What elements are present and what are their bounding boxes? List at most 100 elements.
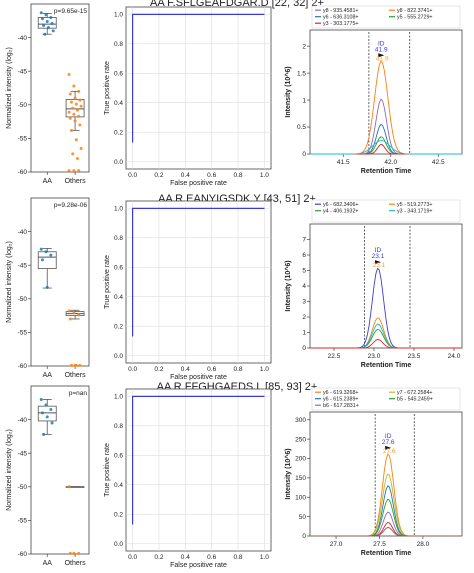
roc-ytick-label: 0.6 [114,452,123,459]
xic-xtick-label: 22.5 [328,353,341,360]
roc-ytick-label: 0.0 [114,353,123,360]
box-data-point [72,112,76,116]
roc-xtick-label: 0.6 [207,554,216,561]
boxplot-ytick-label: -45 [18,68,28,75]
boxplot-xtick-label: AA [43,372,53,379]
box-data-point [73,119,77,123]
box-data-point [78,98,82,102]
boxplot-ylabel: Normalized intensity (log₂) [6,429,13,511]
roc-chart-2: 0.0 0.0 0.2 0.2 0.4 0.4 0.6 0.6 0.8 0.8 1.0 1.0 Fals… [104,200,272,381]
box-data-point [77,169,81,173]
xic-ytick-label: 0 [302,345,306,352]
roc-ytick-label: 0.2 [114,323,123,330]
roc-xtick-label: 1.0 [260,366,269,373]
roc-frame [125,388,272,552]
roc-xtick-label: 0.8 [234,554,243,561]
panel-row-3: -60 -55 -50 -45 -40 AA Others p=nan Normalized i… [6,385,463,569]
xic-ylabel: Intensity (10^6) [284,448,292,499]
box-data-point [77,313,81,317]
roc-xtick-label: 0.2 [154,366,163,373]
box-data-point [78,123,82,127]
roc-frame [125,200,272,364]
xic-ytick-label: 1 [302,330,306,337]
boxplot-ytick-label: -50 [18,102,28,109]
box-data-point [51,29,55,33]
roc-xtick-label: 1.0 [260,554,269,561]
roc-ytick-label: 1.0 [114,206,123,213]
box-data-point [67,169,71,173]
xic-frame [309,411,463,537]
xic-ytick-label: 100 [295,494,306,501]
roc-xlabel: False positive rate [170,562,227,569]
box-data-point [50,421,54,425]
xic-ytick-label: 2 [302,314,306,321]
box-data-point [79,104,83,108]
roc-xtick-label: 0.6 [207,172,216,179]
xic-xlabel: Retention Time [361,168,412,175]
box-data-point [42,432,46,436]
boxplot-1: -60 -55 -50 -45 -40 AA Others p=9.65e-15 Normali… [6,3,90,185]
box-data-point [67,110,71,114]
box-data-point [69,100,73,104]
roc-xtick-label: 0.4 [181,366,190,373]
xic-legend-entry: y4 - 406.1932+ [323,209,359,215]
box-data-point [72,311,76,315]
roc-xtick-label: 0.4 [181,172,190,179]
roc-xtick-label: 0.0 [128,172,137,179]
xic-xtick-label: 42.5 [432,159,445,166]
xic-xtick-label: 42.0 [384,159,397,166]
boxplot-xtick-label: Others [65,178,87,185]
xic-ytick-label: 300 [295,417,306,424]
xic-xlabel: Retention Time [361,550,412,557]
roc-ytick-label: 1.0 [114,12,123,19]
box-data-point [39,11,43,15]
boxplot-ytick-label: -55 [18,518,28,525]
roc-curve [131,395,265,525]
boxplot-xtick-label: Others [65,560,87,567]
boxplot-ytick-label: -40 [18,229,28,236]
box-data-point [50,21,54,25]
roc-curve [131,13,265,143]
box-data-point [77,89,81,93]
roc-frame [125,6,272,170]
xic-ytick-label: 0.5 [297,124,306,131]
xic-series-line [310,140,462,155]
xic-ytick-label: 6 [302,252,306,259]
box-data-point [46,26,50,30]
xic-observed-rt: 27.6 [383,448,396,455]
boxplot-frame [30,3,90,173]
xic-observed-rt: 23.1 [373,262,386,269]
xic-ytick-label: 0 [302,533,306,540]
roc-ytick-label: 0.8 [114,41,123,48]
box-data-point [44,250,48,254]
roc-xtick-label: 0.0 [128,554,137,561]
box-data-point [40,411,44,415]
box-data-point [43,32,47,36]
roc-xlabel: False positive rate [170,374,227,381]
boxplot-ylabel: Normalized intensity (log₂) [6,241,13,323]
roc-xtick-label: 0.8 [234,366,243,373]
box-data-point [68,92,72,96]
xic-legend-entry: y8 - 935.4581+ [323,8,359,14]
box-data-point [71,152,75,156]
boxplot-ytick-label: -40 [18,417,28,424]
xic-ytick-label: 50 [299,514,307,521]
xic-series-line [310,339,462,349]
roc-xtick-label: 1.0 [260,172,269,179]
box-data-point [45,19,49,23]
box-data-point [44,13,48,17]
boxplot-frame [30,197,90,367]
box-data-point [67,73,71,77]
box-data-point [67,485,71,489]
xic-ytick-label: 4 [302,283,306,290]
box-data-point [74,102,78,106]
xic-legend-entry: y6 - 682.3406+ [323,202,359,208]
box-data-point [75,157,79,161]
box-data-point [77,551,81,555]
boxplot-xtick-label: AA [43,178,53,185]
box-data-point [68,116,72,120]
xic-ylabel: Intensity (10^6) [284,66,292,117]
xic-xlabel: Retention Time [361,362,412,369]
roc-xlabel: False positive rate [170,180,227,187]
box-data-point [69,128,73,132]
